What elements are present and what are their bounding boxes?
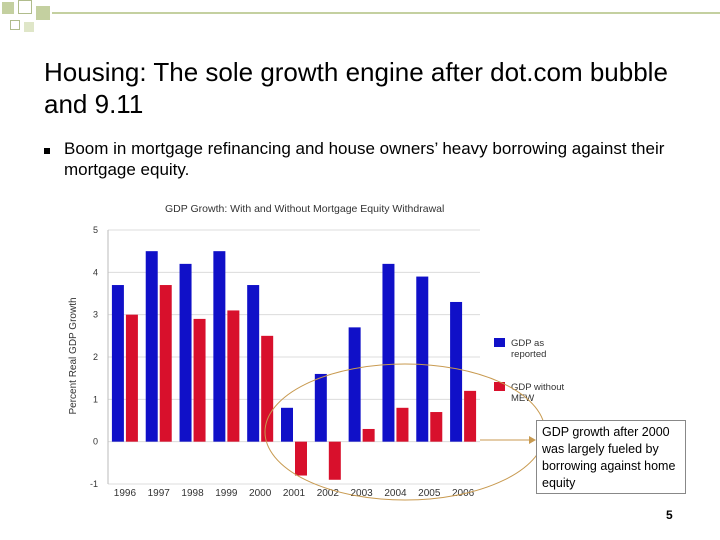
gdp-chart: GDP Growth: With and Without Mortgage Eq…	[68, 203, 565, 501]
legend-label: GDP without MEW	[511, 382, 565, 404]
bullet-text: Boom in mortgage refinancing and house o…	[64, 139, 665, 179]
decor-square	[2, 2, 14, 14]
bar-gdp-without-mew-1999	[227, 310, 240, 442]
bar-gdp-reported-1996	[111, 285, 124, 442]
x-tick-label: 2000	[249, 488, 272, 499]
y-tick-label: 3	[93, 310, 98, 320]
callout-box: GDP growth after 2000 was largely fueled…	[536, 420, 686, 494]
y-tick-label: 4	[93, 267, 98, 277]
bar-gdp-reported-1997	[145, 251, 158, 442]
bar-gdp-without-mew-2004	[396, 407, 409, 442]
x-tick-label: 2006	[452, 488, 475, 499]
bars	[111, 251, 477, 480]
bar-gdp-without-mew-2001	[295, 441, 307, 476]
x-tick-label: 2001	[283, 488, 306, 499]
x-ticks: 1996 1997 1998 1999 2000 2001 2002 2003 2004 2005…	[114, 488, 475, 499]
bar-gdp-reported-2001	[281, 407, 293, 442]
arrow-head	[529, 436, 536, 444]
decor-square	[36, 6, 50, 20]
decor-square	[10, 20, 20, 30]
x-tick-label: 2004	[384, 488, 407, 499]
bar-gdp-without-mew-2006	[464, 390, 477, 442]
legend-label: GDP as reported	[511, 338, 546, 360]
bar-gdp-reported-2005	[416, 276, 429, 442]
bar-gdp-reported-2003	[348, 327, 361, 442]
x-tick-label: 2002	[317, 488, 340, 499]
bar-gdp-without-mew-1996	[125, 314, 138, 442]
bullet-marker	[44, 148, 50, 154]
y-tick-label: -1	[90, 479, 98, 489]
x-tick-label: 1996	[114, 488, 137, 499]
bar-gdp-reported-2006	[450, 301, 463, 442]
x-tick-label: 1997	[148, 488, 171, 499]
bar-gdp-reported-2004	[382, 263, 395, 442]
bar-gdp-reported-2000	[247, 285, 260, 442]
y-tick-label: 2	[93, 352, 98, 362]
x-tick-label: 1998	[181, 488, 204, 499]
bar-gdp-without-mew-1997	[159, 285, 172, 442]
y-tick-label: 1	[93, 394, 98, 404]
x-tick-label: 2003	[351, 488, 374, 499]
decor-square	[24, 22, 34, 32]
x-tick-label: 2005	[418, 488, 441, 499]
legend-swatch	[494, 338, 505, 347]
x-tick-label: 1999	[215, 488, 238, 499]
y-tick-label: 0	[93, 437, 98, 447]
bar-gdp-without-mew-2000	[261, 335, 274, 442]
chart-title: GDP Growth: With and Without Mortgage Eq…	[165, 203, 444, 215]
legend: GDP as reported GDP without MEW	[494, 338, 565, 404]
header-rule	[52, 12, 720, 14]
bar-gdp-without-mew-2005	[430, 412, 443, 442]
bar-gdp-reported-1999	[213, 251, 226, 442]
legend-swatch	[494, 382, 505, 391]
slide-title: Housing: The sole growth engine after do…	[44, 57, 668, 119]
y-axis-label: Percent Real GDP Growth	[68, 297, 79, 414]
y-tick-label: 5	[93, 225, 98, 235]
page-number: 5	[666, 508, 673, 522]
bar-gdp-reported-1998	[179, 263, 192, 442]
bar-gdp-without-mew-1998	[193, 318, 206, 442]
decor-square	[18, 0, 32, 14]
bar-gdp-without-mew-2003	[362, 428, 375, 442]
bar-gdp-without-mew-2002	[328, 441, 341, 480]
bar-gdp-reported-2002	[314, 373, 327, 442]
y-ticks: 5 4 3 2 1 0 -1	[90, 225, 98, 489]
